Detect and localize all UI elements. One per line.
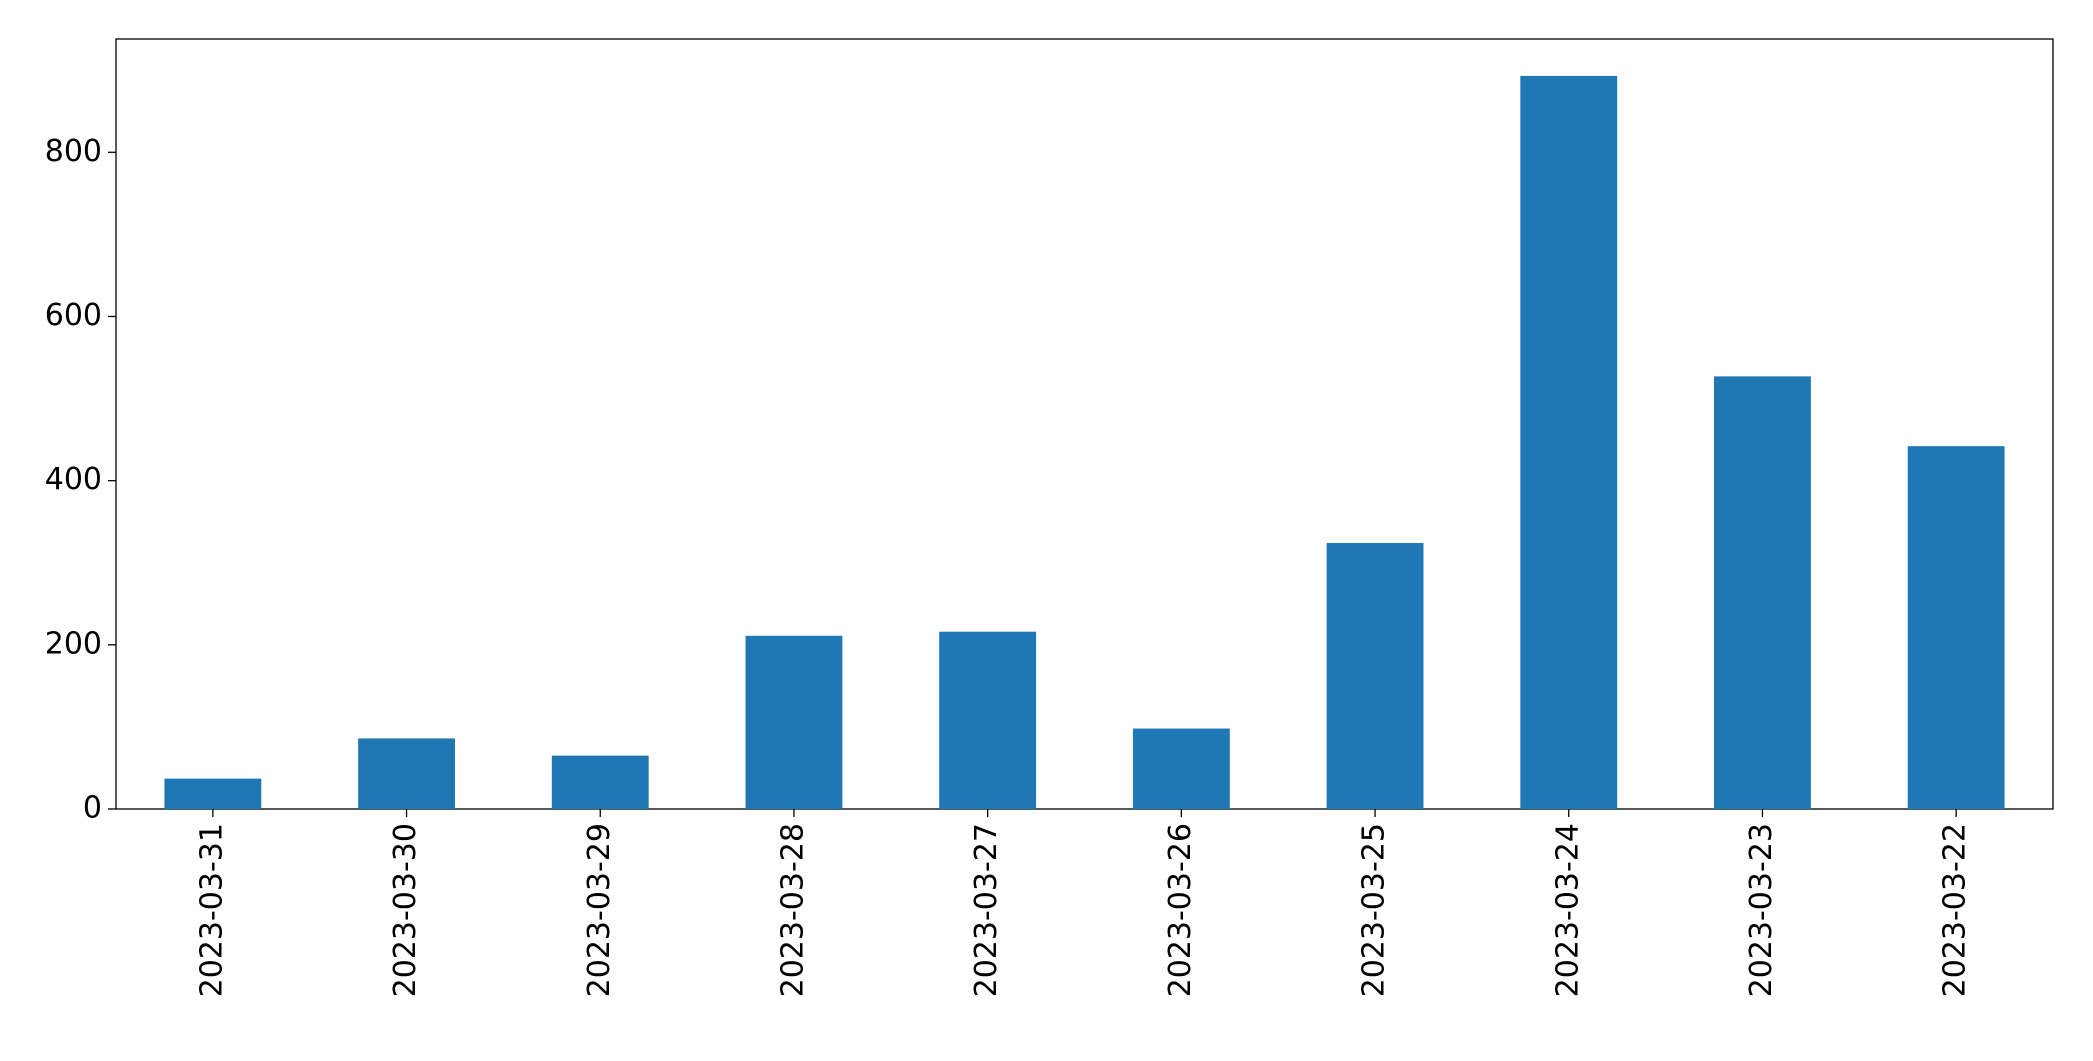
bar: [1520, 75, 1618, 809]
bar: [164, 778, 262, 809]
x-tick-label: 2023-03-27: [969, 823, 1004, 997]
x-tick-label: 2023-03-31: [194, 823, 229, 997]
x-tick-label: 2023-03-22: [1938, 823, 1973, 997]
y-tick-label: 800: [45, 134, 102, 169]
x-tick-label: 2023-03-23: [1744, 823, 1779, 997]
x-tick-label: 2023-03-30: [388, 823, 423, 997]
x-tick-label: 2023-03-28: [775, 823, 810, 997]
x-tick-label: 2023-03-24: [1550, 823, 1585, 997]
plot-frame: [115, 38, 2054, 810]
y-tick-label: 600: [45, 298, 102, 333]
bar: [358, 738, 455, 809]
bar: [939, 631, 1037, 809]
bar: [745, 635, 843, 809]
bar: [1714, 376, 1811, 809]
bar: [551, 755, 649, 809]
y-tick-label: 0: [83, 791, 102, 826]
x-tick-label: 2023-03-29: [582, 823, 617, 997]
y-tick-label: 200: [45, 626, 102, 661]
bar: [1132, 728, 1230, 809]
y-tick-label: 400: [45, 462, 102, 497]
x-tick-label: 2023-03-26: [1163, 823, 1198, 997]
bar: [1907, 446, 2005, 809]
bar: [1326, 543, 1424, 809]
x-tick-label: 2023-03-25: [1357, 823, 1392, 997]
